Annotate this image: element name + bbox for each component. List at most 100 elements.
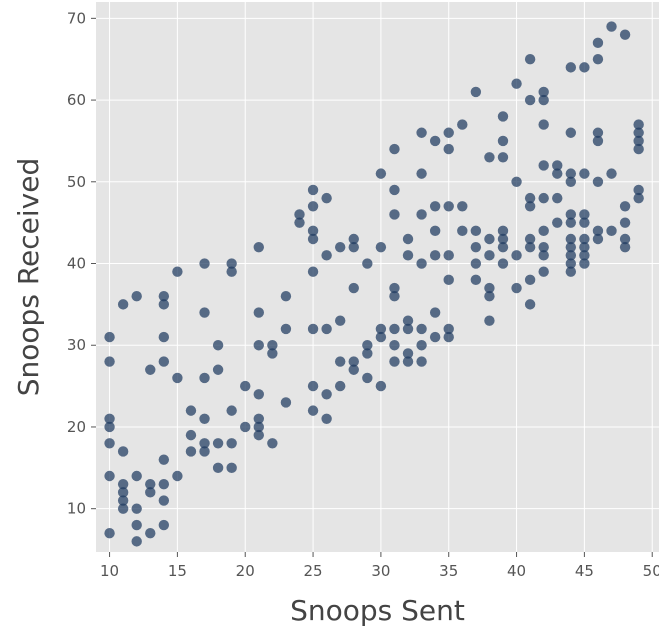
data-point (375, 380, 387, 392)
data-point (226, 405, 237, 416)
data-point (307, 380, 319, 392)
data-point (552, 217, 563, 228)
data-point (321, 192, 332, 204)
data-point (538, 192, 549, 204)
data-point (389, 143, 400, 155)
data-point (484, 233, 495, 245)
data-point (117, 503, 129, 514)
data-point (524, 241, 536, 253)
data-point (429, 331, 441, 343)
data-point (552, 160, 563, 171)
y-tick-label: 50 (67, 173, 86, 191)
data-point (348, 356, 359, 367)
data-point (497, 241, 509, 253)
data-point (158, 331, 170, 343)
data-point (362, 340, 373, 351)
data-point (633, 119, 644, 130)
data-point (552, 168, 563, 179)
data-point (524, 299, 536, 310)
data-point (538, 86, 549, 98)
x-tick-label: 15 (168, 562, 187, 580)
data-point (457, 119, 468, 130)
data-point (131, 291, 142, 302)
data-point (104, 470, 115, 482)
data-point (443, 127, 454, 138)
data-point (253, 307, 264, 318)
data-point (592, 135, 604, 147)
data-point (565, 250, 577, 261)
data-point (402, 250, 414, 261)
data-point (117, 446, 129, 457)
data-point (375, 323, 387, 335)
data-point (294, 209, 305, 220)
data-point (253, 389, 264, 400)
data-point (565, 168, 577, 179)
data-point (226, 258, 237, 269)
data-point (375, 168, 387, 179)
data-point (416, 209, 427, 220)
data-point (538, 119, 549, 130)
data-point (104, 438, 115, 449)
data-point (267, 340, 278, 351)
data-point (389, 184, 400, 196)
x-tick-label: 20 (236, 562, 255, 580)
data-point (226, 438, 237, 449)
data-point (606, 21, 617, 32)
data-point (579, 258, 590, 269)
data-point (389, 356, 400, 367)
data-point (348, 233, 359, 245)
data-point (267, 348, 278, 359)
data-point (294, 217, 305, 228)
data-point (470, 258, 482, 269)
data-point (538, 250, 549, 261)
data-point (362, 372, 373, 384)
data-point (307, 201, 319, 212)
data-point (104, 356, 115, 367)
data-point (592, 225, 604, 237)
y-tick-label: 70 (67, 9, 86, 27)
data-point (565, 258, 577, 269)
data-point (511, 250, 522, 261)
data-point (158, 495, 170, 506)
data-point (619, 201, 631, 212)
data-point (280, 397, 292, 408)
data-point (524, 94, 536, 106)
data-point (307, 233, 319, 245)
data-point (633, 184, 644, 196)
data-point (172, 372, 183, 384)
data-point (429, 250, 441, 261)
y-tick-label: 30 (67, 336, 86, 354)
data-point (511, 78, 522, 89)
data-point (484, 282, 495, 294)
data-point (470, 225, 482, 237)
data-point (402, 315, 414, 326)
data-point (552, 192, 563, 204)
data-point (592, 37, 604, 49)
data-point (633, 192, 644, 204)
x-tick-label: 40 (507, 562, 526, 580)
data-point (511, 282, 522, 294)
data-point (402, 323, 414, 335)
data-point (429, 307, 441, 318)
data-point (145, 364, 156, 375)
data-point (429, 135, 441, 147)
data-point (104, 528, 115, 539)
data-point (334, 315, 346, 326)
data-point (579, 250, 590, 261)
data-point (307, 323, 319, 335)
data-point (497, 225, 509, 237)
data-point (524, 54, 536, 65)
data-point (375, 241, 387, 253)
x-axis-ticks: 10 15 20 25 30 35 40 45 50 (100, 552, 659, 580)
data-point (538, 241, 549, 253)
data-point (470, 86, 482, 98)
x-tick-label: 30 (371, 562, 390, 580)
data-point (538, 94, 549, 106)
data-point (470, 241, 482, 253)
data-point (158, 478, 170, 490)
data-point (158, 519, 170, 531)
x-tick-label: 50 (643, 562, 659, 580)
y-axis-label: Snoops Received (12, 158, 45, 396)
data-point (402, 348, 414, 359)
data-point (457, 201, 468, 212)
